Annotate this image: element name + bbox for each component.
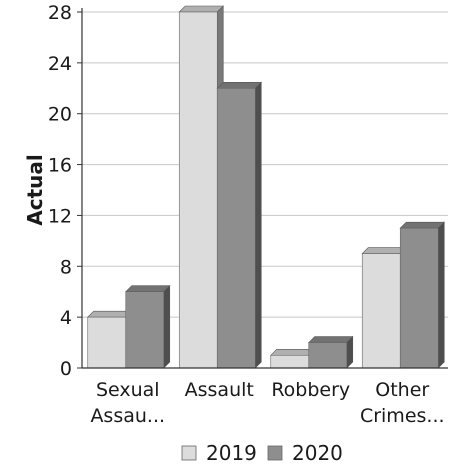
- y-tick-label: 24: [48, 53, 72, 75]
- legend: 2019 2020: [181, 441, 343, 465]
- legend-label-2020: 2020: [292, 441, 343, 465]
- y-tick-labels: 0 4 8 12 16 20 24 28: [48, 2, 82, 380]
- bar-2019-0: [87, 310, 133, 369]
- bar-2020-2: [308, 335, 354, 369]
- y-tick-label: 4: [60, 307, 72, 329]
- bar-2020-1: [216, 81, 262, 369]
- legend-swatch-2019: [181, 445, 197, 461]
- y-tick-label: 0: [60, 358, 72, 380]
- bars: [87, 5, 445, 369]
- y-tick-label: 8: [60, 256, 72, 278]
- legend-label-2019: 2019: [206, 441, 257, 465]
- bar-2019-2: [270, 348, 316, 369]
- category-label: Crimes...: [360, 405, 445, 427]
- category-label: Robbery: [271, 379, 350, 401]
- y-tick-label: 28: [48, 2, 72, 24]
- bar-2020-0: [125, 284, 171, 369]
- bar-2019-3: [361, 246, 407, 369]
- bar-2019-1: [178, 5, 224, 369]
- y-axis-label: Actual: [23, 154, 47, 225]
- y-tick-label: 20: [48, 104, 72, 126]
- category-label: Assault: [185, 379, 254, 401]
- category-label: Assau...: [90, 405, 165, 427]
- y-tick-label: 12: [48, 205, 72, 227]
- category-labels: Sexual Assau... Assault Robbery Other Crimes.…: [90, 379, 444, 427]
- category-label: Other: [375, 379, 429, 401]
- bar-2020-3: [399, 221, 445, 369]
- category-label: Sexual: [96, 379, 160, 401]
- y-tick-label: 16: [48, 155, 72, 177]
- legend-swatch-2020: [267, 445, 283, 461]
